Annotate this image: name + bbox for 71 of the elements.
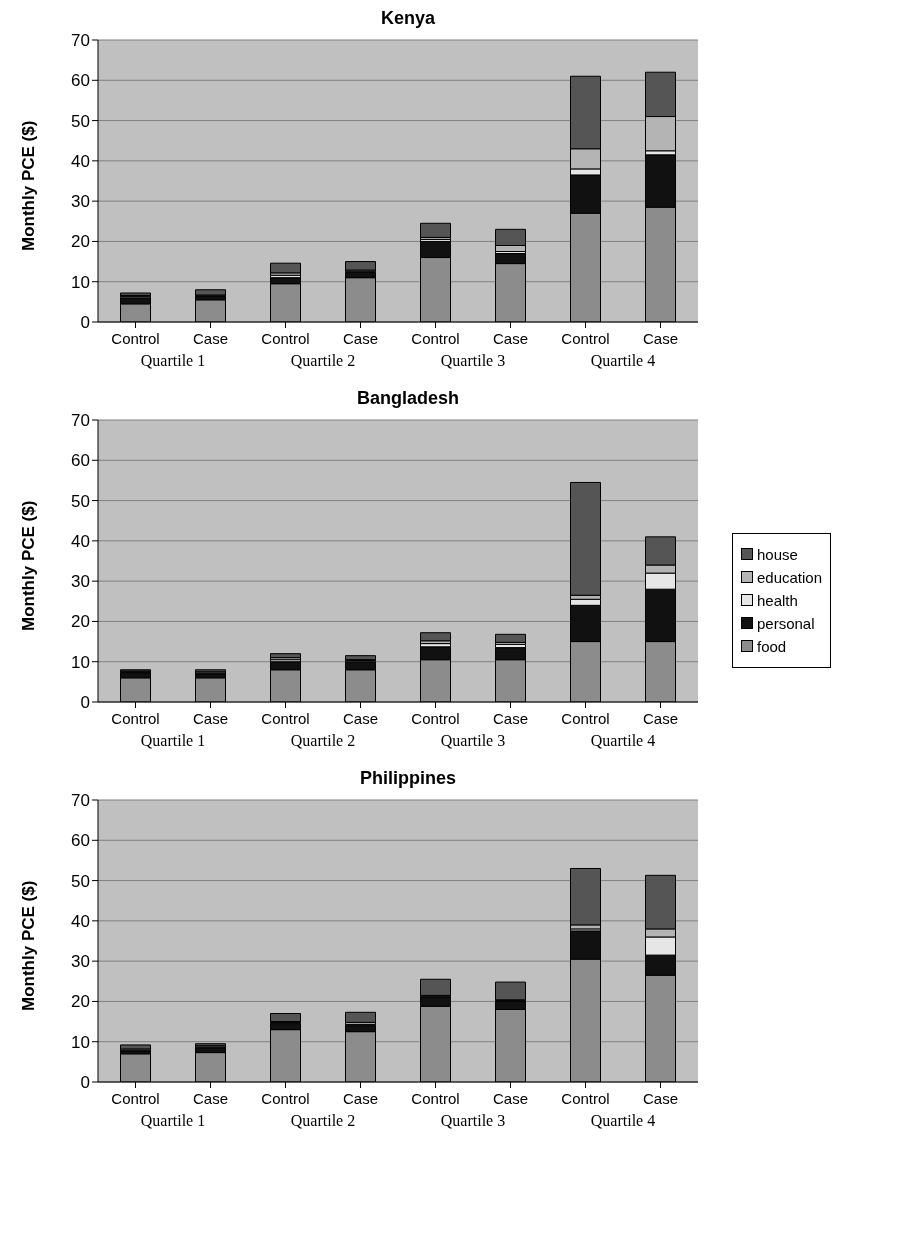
x-tick-label: Control: [561, 330, 610, 347]
x-tick-label: Control: [411, 710, 460, 727]
x-tick-label: Control: [411, 1090, 460, 1107]
x-tick-label: Control: [261, 330, 310, 347]
x-tick-label: Control: [261, 1090, 310, 1107]
y-tick-label: 10: [71, 652, 90, 672]
y-axis-title: Monthly PCE ($): [19, 880, 39, 1011]
x-tick-label: Case: [192, 710, 229, 727]
text: Quartile 2: [290, 732, 356, 749]
x-tick-label: Case: [492, 1090, 529, 1107]
y-tick-label: 70: [71, 31, 90, 51]
y-axis-title: Monthly PCE ($): [19, 120, 39, 251]
x-tick-label: Control: [261, 710, 310, 727]
legend-label: house: [757, 545, 798, 563]
x-tick-label: Case: [342, 330, 379, 347]
text: Quartile 1: [140, 1112, 206, 1129]
text: Quartile 4: [590, 1112, 656, 1129]
y-tick-label: 0: [80, 1073, 90, 1093]
legend-label: education: [757, 568, 823, 586]
x-tick-label: Control: [111, 330, 160, 347]
text: Quartile 2: [290, 352, 356, 369]
y-tick-label: 70: [71, 791, 90, 811]
text: Quartile 3: [440, 352, 506, 369]
text: Quartile 3: [440, 732, 506, 749]
x-tick-label: Case: [342, 1090, 379, 1107]
y-tick-label: 20: [71, 992, 90, 1012]
x-tick-label: Control: [111, 710, 160, 727]
legend-label: food: [757, 637, 787, 655]
y-tick-label: 50: [71, 491, 90, 511]
y-tick-label: 40: [71, 531, 90, 551]
x-tick-label: Case: [192, 1090, 229, 1107]
y-tick-label: 70: [71, 411, 90, 431]
y-tick-label: 10: [71, 272, 90, 292]
y-tick-label: 60: [71, 71, 90, 91]
y-tick-label: 60: [71, 831, 90, 851]
y-tick-label: 40: [71, 911, 90, 931]
y-axis-title: Monthly PCE ($): [19, 500, 39, 631]
x-tick-label: Control: [411, 330, 460, 347]
y-tick-label: 60: [71, 451, 90, 471]
text: Quartile 3: [440, 1112, 506, 1129]
y-tick-label: 20: [71, 232, 90, 252]
y-tick-label: 0: [80, 693, 90, 713]
y-tick-label: 10: [71, 1032, 90, 1052]
text: Quartile 4: [590, 732, 656, 749]
x-tick-label: Case: [492, 710, 529, 727]
x-tick-label: Control: [561, 710, 610, 727]
y-tick-label: 50: [71, 111, 90, 131]
text: Quartile 1: [140, 352, 206, 369]
y-tick-label: 0: [80, 313, 90, 333]
x-tick-label: Control: [111, 1090, 160, 1107]
y-tick-label: 20: [71, 612, 90, 632]
legend-label: health: [757, 591, 798, 609]
legend-label: personal: [757, 614, 815, 632]
x-tick-label: Case: [492, 330, 529, 347]
x-tick-label: Case: [192, 330, 229, 347]
text: Quartile 2: [290, 1112, 356, 1129]
y-tick-label: 50: [71, 871, 90, 891]
x-tick-label: Case: [342, 710, 379, 727]
chart-title: Philippines: [359, 768, 457, 790]
x-tick-label: Case: [642, 710, 679, 727]
x-tick-label: Control: [561, 1090, 610, 1107]
y-tick-label: 40: [71, 151, 90, 171]
y-tick-label: 30: [71, 192, 90, 212]
y-tick-label: 30: [71, 952, 90, 972]
chart-title: Bangladesh: [356, 388, 460, 410]
text: Quartile 4: [590, 352, 656, 369]
y-tick-label: 30: [71, 572, 90, 592]
chart-title: Kenya: [380, 8, 436, 30]
text: Quartile 1: [140, 732, 206, 749]
x-tick-label: Case: [642, 330, 679, 347]
x-tick-label: Case: [642, 1090, 679, 1107]
